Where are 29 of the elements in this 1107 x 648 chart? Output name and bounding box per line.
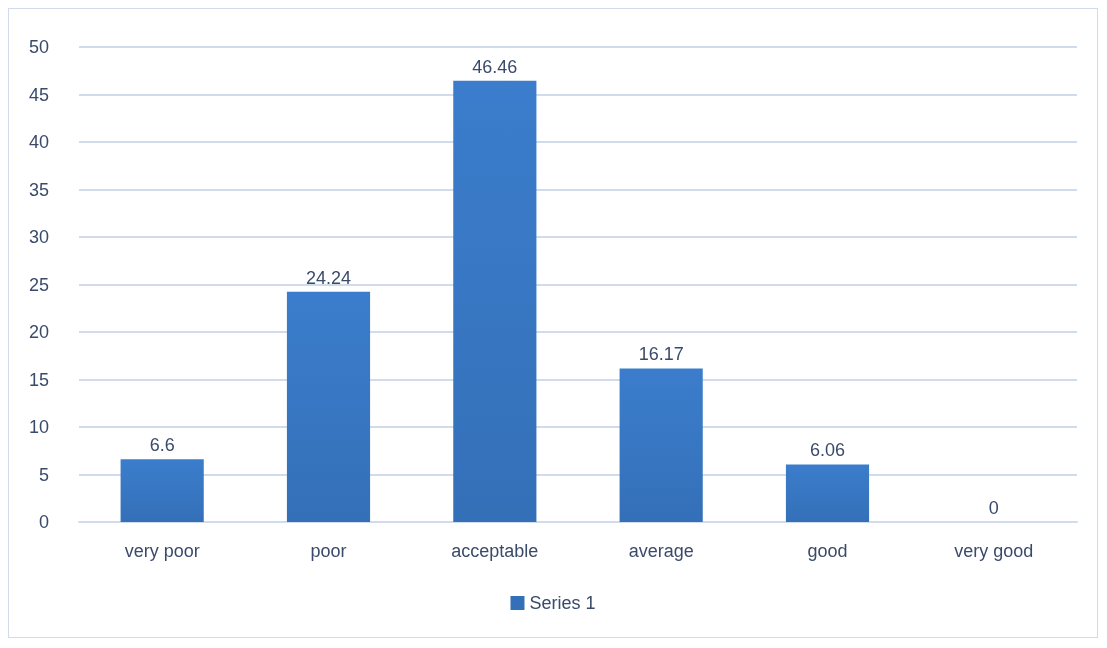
x-tick-label: very poor	[124, 541, 200, 561]
y-tick-label: 15	[28, 369, 49, 390]
x-tick-label: average	[628, 541, 694, 561]
y-tick-label: 10	[28, 417, 49, 437]
x-tick-label: good	[807, 541, 848, 561]
y-tick-label: 45	[28, 84, 49, 105]
y-tick-label: 40	[28, 132, 49, 152]
y-tick-label: 25	[28, 274, 49, 295]
data-label: 24.24	[305, 267, 352, 288]
bar	[785, 464, 870, 522]
y-tick-label: 20	[28, 322, 49, 342]
x-tick-label: very good	[954, 541, 1034, 561]
y-tick-label: 50	[28, 37, 49, 57]
data-label: 46.46	[472, 56, 518, 77]
y-tick-label: 30	[28, 227, 49, 247]
bar	[120, 459, 204, 522]
y-tick-label: 0	[38, 512, 49, 532]
bar	[286, 291, 371, 522]
y-tick-label: 35	[28, 179, 49, 200]
x-tick-label: acceptable	[451, 541, 539, 561]
bar	[619, 368, 703, 522]
x-tick-label: poor	[310, 541, 347, 561]
data-label: 6.06	[809, 440, 846, 461]
legend-label: Series 1	[529, 593, 596, 613]
y-tick-label: 5	[38, 464, 49, 485]
data-label: 16.17	[638, 344, 684, 365]
data-label: 6.6	[149, 435, 175, 456]
data-label: 0	[988, 498, 999, 518]
bar	[453, 80, 537, 522]
